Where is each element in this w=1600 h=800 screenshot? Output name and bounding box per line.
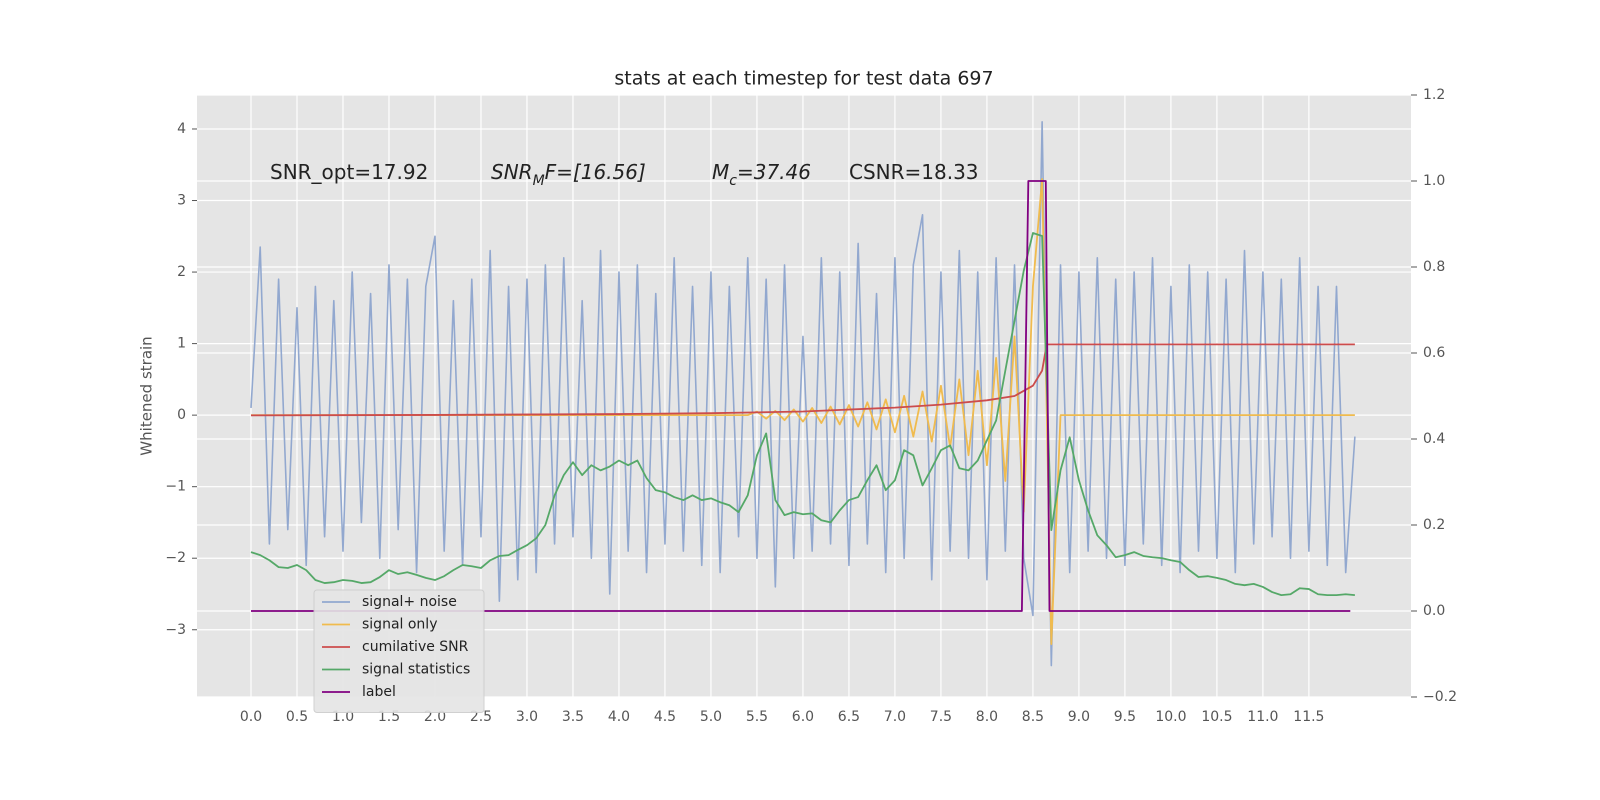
x-tick-label: 11.5 [1293, 709, 1324, 725]
y2-tick-label: 1.0 [1423, 173, 1445, 189]
legend-box [313, 589, 485, 713]
y-tick-label: 1 [177, 336, 186, 352]
x-tick-label: 9.0 [1068, 709, 1090, 725]
y2-tick-label: 0.8 [1423, 259, 1445, 275]
x-tick-label: 10.5 [1201, 709, 1232, 725]
x-tick-label: 3.0 [516, 709, 538, 725]
legend-label: signal only [362, 617, 437, 633]
y-axis-label: Whitened strain [138, 336, 156, 455]
y-tick-label: −2 [165, 550, 186, 566]
annotation-part: c [729, 173, 737, 189]
annotation-part: CSNR=18.33 [849, 160, 979, 184]
annotation-part: M [533, 173, 545, 189]
y-tick-label: −3 [165, 622, 186, 638]
x-tick-label: 6.5 [838, 709, 860, 725]
annotation: SNR_opt=17.92 [270, 160, 428, 184]
y-tick-label: 2 [177, 264, 186, 280]
y2-tick-label: 0.4 [1423, 431, 1445, 447]
y-tick-label: 3 [177, 193, 186, 209]
annotation: CSNR=18.33 [849, 160, 979, 184]
annotation-part: =37.46 [737, 160, 811, 184]
chart-title: stats at each timestep for test data 697 [614, 68, 993, 90]
annotation-part: M [712, 160, 729, 184]
x-tick-label: 8.5 [1022, 709, 1044, 725]
x-tick-label: 7.5 [930, 709, 952, 725]
x-tick-label: 0.5 [286, 709, 308, 725]
x-tick-label: 0.0 [240, 709, 262, 725]
annotation: SNRMF=[16.56] [491, 160, 646, 190]
y2-tick-label: 0.6 [1423, 345, 1445, 361]
legend-label: signal statistics [362, 662, 470, 678]
x-tick-label: 8.0 [976, 709, 998, 725]
y-tick-label: −1 [165, 479, 186, 495]
x-tick-label: 4.0 [608, 709, 630, 725]
legend-label: cumilative SNR [362, 639, 469, 655]
x-tick-label: 11.0 [1247, 709, 1278, 725]
x-tick-label: 5.0 [700, 709, 722, 725]
y2-tick-label: 0.0 [1423, 603, 1445, 619]
x-tick-label: 5.5 [746, 709, 768, 725]
y2-tick-label: 0.2 [1423, 517, 1445, 533]
x-tick-label: 6.0 [792, 709, 814, 725]
series-line [250, 232, 1355, 596]
y-tick-label: 0 [177, 407, 186, 423]
x-tick-label: 7.0 [884, 709, 906, 725]
plot-area [250, 121, 1356, 667]
annotation-part: SNR [491, 160, 533, 184]
x-tick-label: 10.0 [1155, 709, 1186, 725]
x-tick-label: 9.5 [1114, 709, 1136, 725]
axes: 0.0 0.5 1.0 1.5 2.0 2.5 3.0 3.5 4.0 4.5 5.0 5.5 6.0 6… [165, 87, 1457, 725]
annotation-part: SNR_opt=17.92 [270, 160, 428, 184]
legend-label: label [362, 684, 396, 700]
annotation: Mc=37.46 [712, 160, 811, 190]
x-tick-label: 3.5 [562, 709, 584, 725]
y-tick-label: 4 [177, 121, 186, 137]
series-line [251, 180, 1351, 612]
legend: signal+ noise signal only cumilative SNR si… [313, 589, 485, 713]
y2-tick-label: 1.2 [1423, 87, 1445, 103]
grid [197, 94, 1411, 698]
y2-tick-label: −0.2 [1423, 689, 1457, 705]
legend-label: signal+ noise [362, 594, 457, 610]
annotation-part: F=[16.56] [545, 160, 646, 184]
series-line [250, 121, 1356, 667]
x-tick-label: 4.5 [654, 709, 676, 725]
